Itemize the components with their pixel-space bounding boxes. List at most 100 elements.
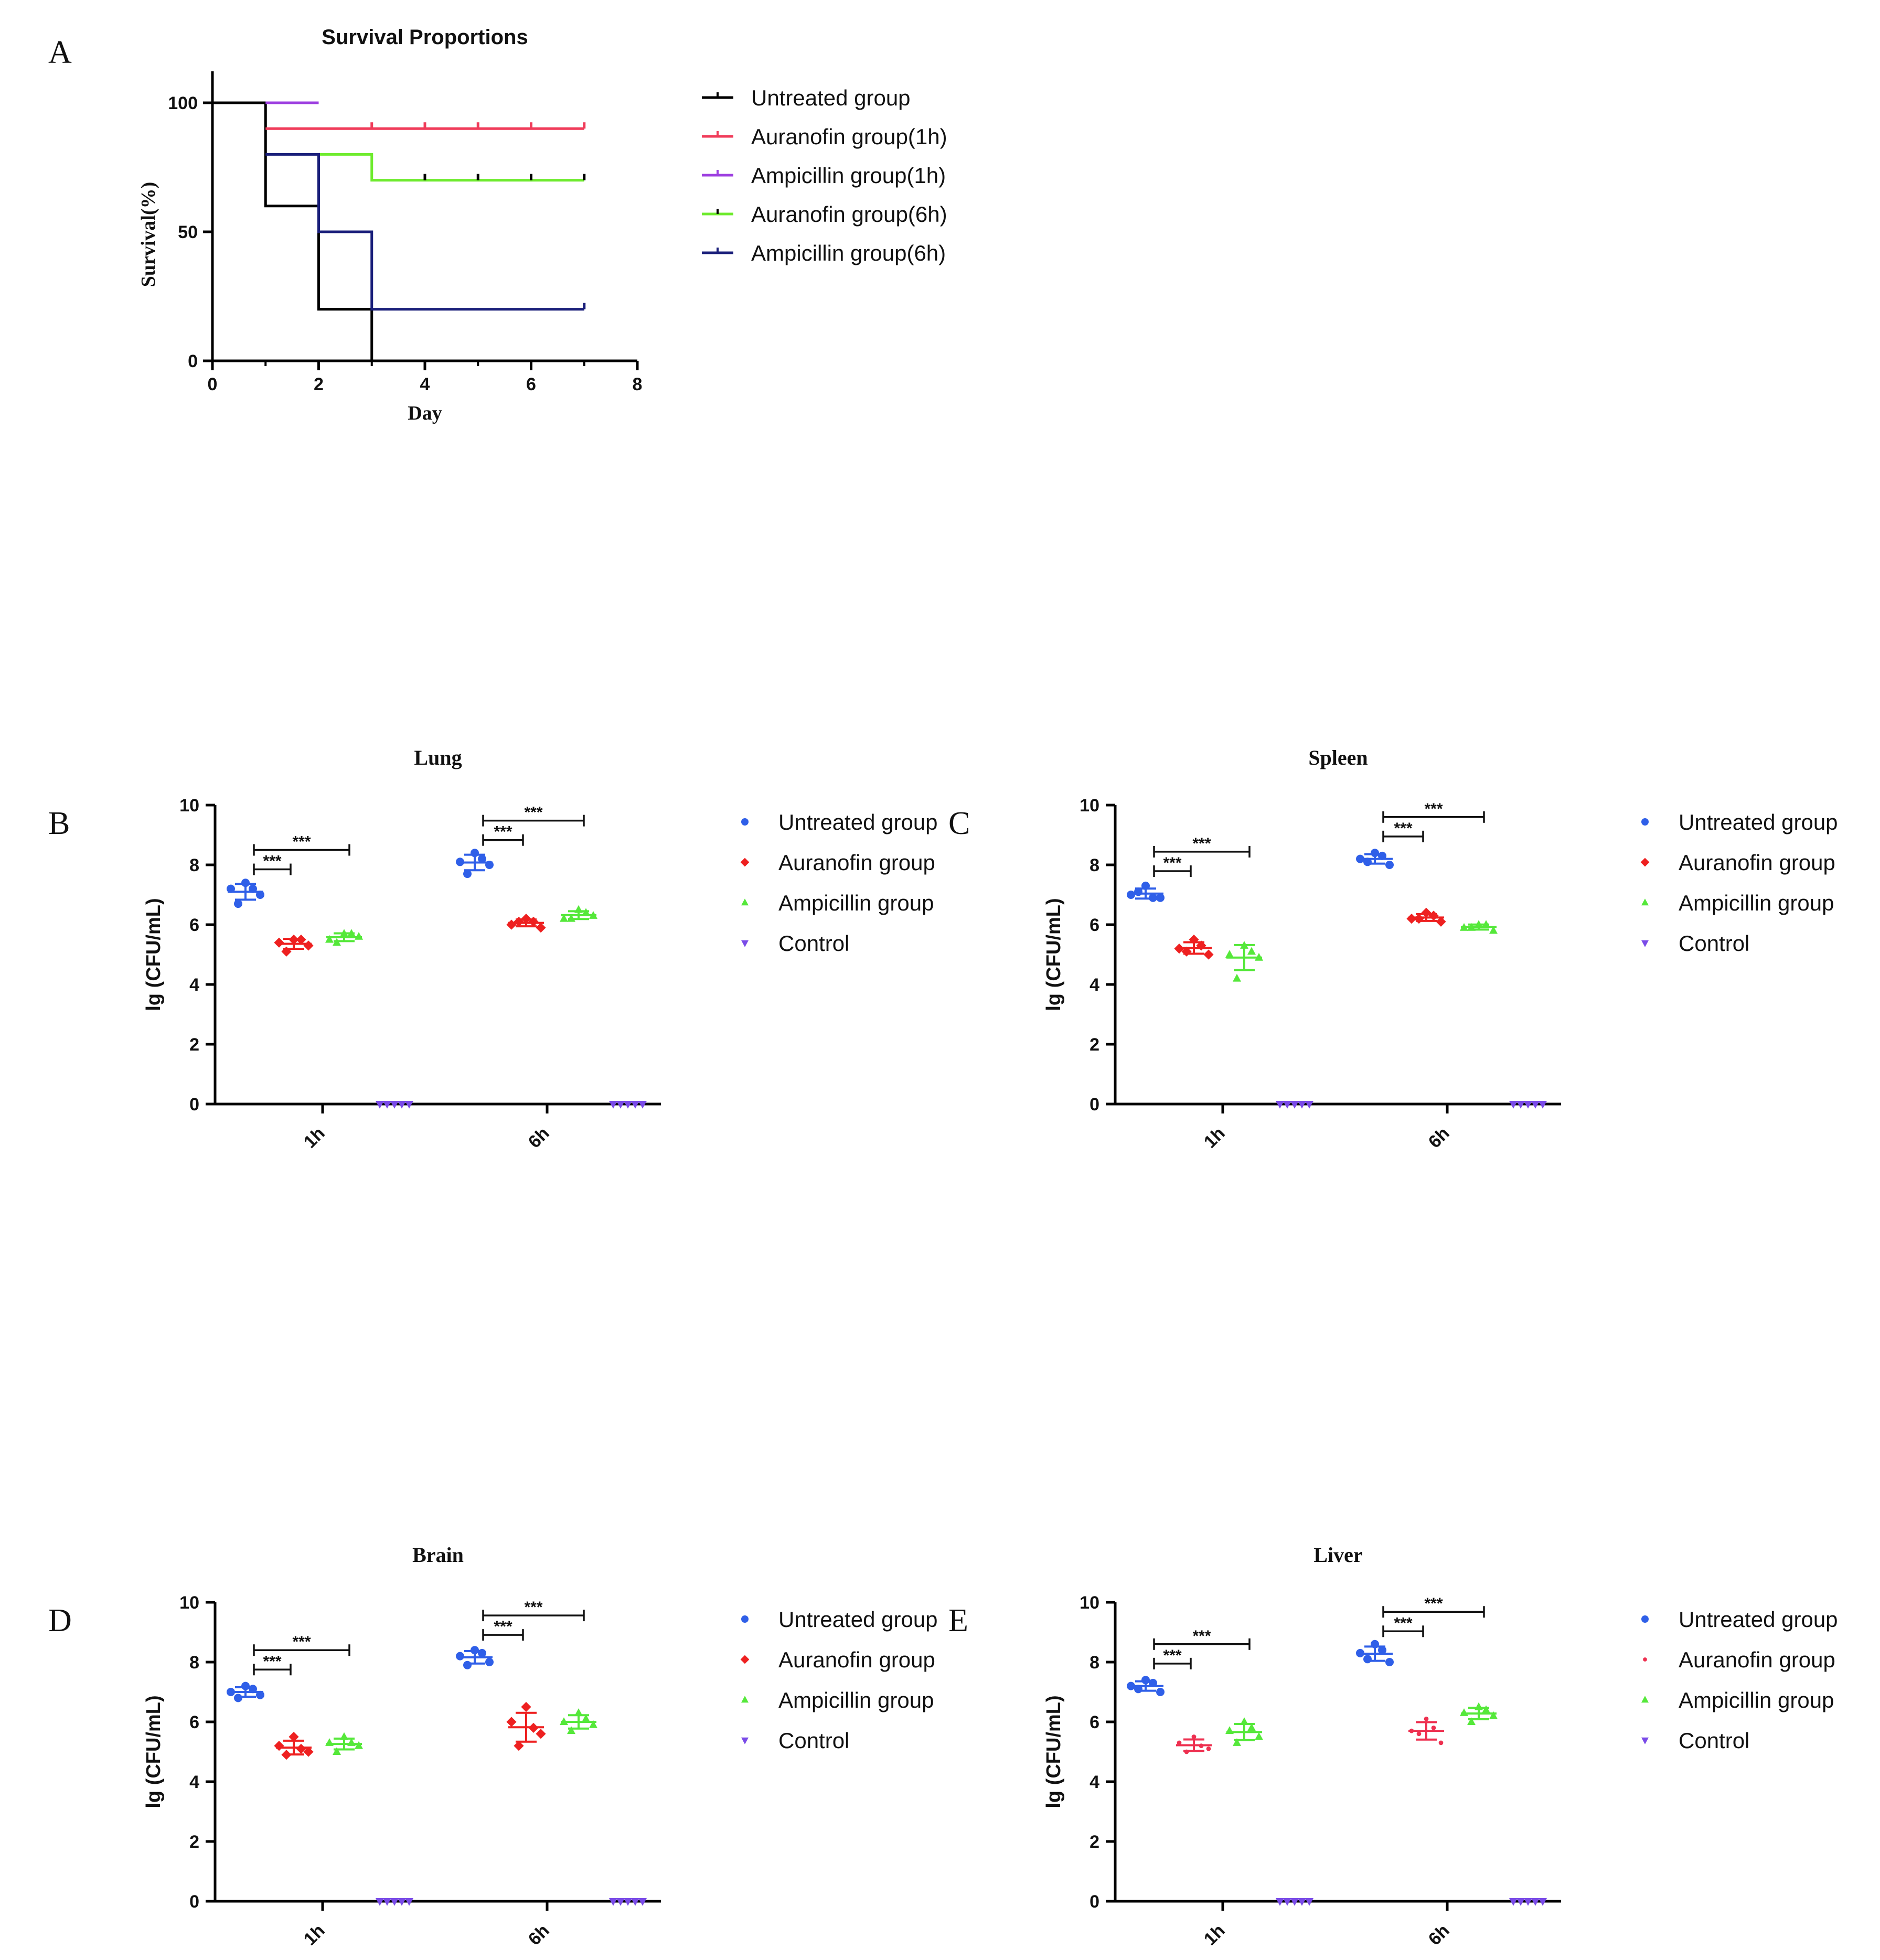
data-point (1436, 916, 1446, 927)
data-point (1206, 1746, 1211, 1751)
data-point (574, 905, 583, 913)
data-point (1203, 949, 1214, 960)
x-tick-label: 6h (1425, 1123, 1454, 1152)
data-point (1290, 1898, 1299, 1906)
data-point (1233, 1738, 1241, 1746)
legend-entry: Auranofin group (778, 850, 935, 875)
data-point (514, 916, 524, 927)
y-tick-label: 2 (189, 1832, 199, 1852)
data-point (536, 1729, 546, 1739)
data-point (1539, 1101, 1547, 1109)
y-tick-label: 6 (189, 1712, 199, 1732)
data-point (521, 914, 531, 924)
data-point (398, 1898, 406, 1906)
series-line-4 (265, 153, 584, 311)
data-point (1225, 1726, 1234, 1734)
data-point (1283, 1101, 1291, 1109)
data-point (1438, 1740, 1444, 1745)
data-point (1475, 1702, 1483, 1710)
data-point (303, 1747, 314, 1757)
chart-title: Spleen (1308, 746, 1368, 769)
y-tick-label: 10 (179, 796, 199, 816)
y-tick-label: 0 (1089, 1892, 1099, 1912)
significance-label: *** (292, 833, 311, 851)
data-point (1421, 907, 1432, 918)
data-point (1174, 944, 1184, 954)
legend-entry: Ampicillin group (1679, 891, 1834, 915)
legend-entry: Ampicillin group (778, 1688, 934, 1712)
data-point (1406, 914, 1417, 924)
data-point (1378, 851, 1386, 860)
data-point (485, 1658, 494, 1666)
data-point (289, 934, 299, 945)
data-point (1305, 1101, 1313, 1109)
legend-marker (1641, 1737, 1649, 1744)
x-tick-label: 4 (420, 374, 430, 394)
legend-entry: Untreated group (1679, 1607, 1838, 1632)
data-point (1149, 893, 1157, 902)
legend-marker (1641, 818, 1649, 826)
data-point (560, 914, 568, 922)
y-tick-label: 8 (1089, 1653, 1099, 1673)
data-point (383, 1898, 391, 1906)
legend-entry: Ampicillin group(6h) (751, 241, 946, 265)
data-point (1378, 1646, 1386, 1655)
data-point (1225, 950, 1234, 958)
data-point (616, 1898, 625, 1906)
significance-label: *** (1192, 1627, 1211, 1645)
x-tick-label: 1h (300, 1921, 329, 1950)
data-point (514, 1741, 524, 1751)
data-point (1156, 893, 1165, 902)
data-point (1255, 1732, 1263, 1740)
y-tick-label: 50 (178, 222, 198, 242)
data-point (582, 1714, 590, 1722)
data-point (333, 1747, 341, 1755)
legend-entry: Untreated group (751, 85, 911, 110)
data-point (390, 1101, 399, 1109)
data-point (1247, 947, 1256, 955)
data-point (405, 1101, 413, 1109)
data-point (528, 916, 539, 927)
data-point (463, 1661, 472, 1669)
data-point (609, 1898, 617, 1906)
data-point (1475, 920, 1483, 928)
data-point (1240, 1717, 1248, 1725)
data-point (1181, 946, 1192, 957)
data-point (1305, 1898, 1313, 1906)
data-point (521, 1701, 531, 1712)
data-point (1467, 923, 1476, 931)
data-point (1276, 1101, 1284, 1109)
significance-label: *** (1424, 1595, 1443, 1612)
data-point (1149, 1678, 1157, 1687)
data-point (567, 1726, 575, 1734)
y-tick-label: 2 (189, 1035, 199, 1055)
data-point (560, 1717, 568, 1725)
data-point (1482, 920, 1490, 928)
legend-marker (1641, 898, 1649, 906)
data-point (1460, 1708, 1468, 1716)
data-point (567, 914, 575, 922)
x-tick-label: 0 (208, 374, 218, 394)
y-tick-label: 10 (1080, 1593, 1099, 1613)
data-point (1531, 1101, 1540, 1109)
legend-entry: Untreated group (1679, 810, 1838, 834)
significance-label: *** (1424, 800, 1443, 818)
y-tick-label: 2 (1089, 1832, 1099, 1852)
x-tick-label: 6h (1425, 1921, 1454, 1950)
data-point (1298, 1101, 1306, 1109)
data-point (574, 1708, 583, 1716)
data-point (471, 1646, 479, 1655)
data-point (296, 934, 306, 945)
panel-c: C Spleen 0 2 4 6 8 10 lg (CFU/mL) 1h 6h *** *** *** **… (948, 746, 1838, 1152)
data-point (355, 932, 363, 940)
data-point (355, 1741, 363, 1749)
chart-title: Survival Proportions (322, 26, 528, 49)
data-point (390, 1898, 399, 1906)
data-point (340, 1732, 348, 1740)
significance-label: *** (524, 1599, 542, 1616)
data-point (405, 1898, 413, 1906)
data-point (1233, 973, 1241, 982)
significance-label: *** (292, 1633, 311, 1651)
data-point (1298, 1898, 1306, 1906)
